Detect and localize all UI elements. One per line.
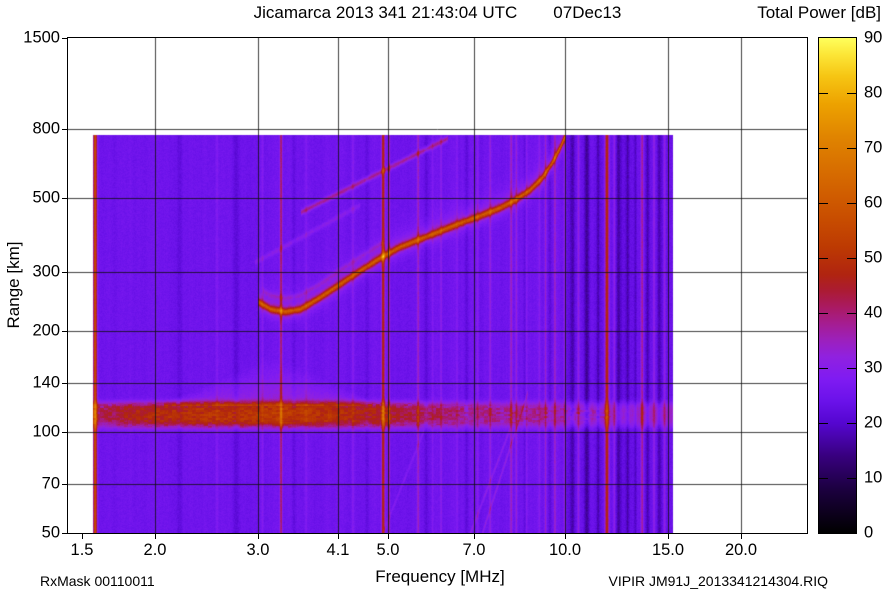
- y-tick-mark: [62, 432, 67, 433]
- y-tick-label: 500: [32, 188, 60, 207]
- plot-date: 07Dec13: [553, 3, 622, 22]
- y-tick-mark: [62, 533, 67, 534]
- colorbar-tick-mark: [819, 203, 828, 204]
- colorbar-tick-mark: [819, 423, 828, 424]
- colorbar-tick-label: 50: [864, 248, 883, 267]
- plot-area: [67, 37, 808, 534]
- colorbar-tick-mark: [847, 203, 856, 204]
- colorbar-tick-mark: [847, 478, 856, 479]
- y-tick-mark: [62, 272, 67, 273]
- x-tick-label: 7.0: [462, 541, 486, 559]
- y-tick-label: 100: [32, 422, 60, 441]
- x-tick-label: 5.0: [376, 541, 400, 559]
- plot-title: Jicamarca 2013 341 21:43:04 UTC: [253, 3, 518, 22]
- x-tick-label: 4.1: [326, 541, 350, 559]
- colorbar-tick-label: 80: [864, 83, 883, 102]
- y-tick-mark: [62, 383, 67, 384]
- y-tick-mark: [62, 38, 67, 39]
- colorbar-tick-mark: [819, 313, 828, 314]
- x-axis-title: Frequency [MHz]: [375, 567, 505, 586]
- colorbar-tick-mark: [847, 93, 856, 94]
- colorbar-tick-mark: [847, 368, 856, 369]
- y-tick-label: 140: [32, 373, 60, 392]
- colorbar-tick-label: 70: [864, 138, 883, 157]
- y-tick-label: 200: [32, 321, 60, 340]
- x-tick-label: 10.0: [548, 541, 582, 559]
- y-tick-mark: [62, 129, 67, 130]
- colorbar-tick-label: 10: [864, 468, 883, 487]
- colorbar-tick-mark: [819, 148, 828, 149]
- x-tick-mark: [741, 534, 742, 539]
- x-tick-mark: [258, 534, 259, 539]
- rx-mask-label: RxMask 00110011: [40, 573, 155, 589]
- ionogram-heatmap-canvas: [68, 38, 807, 533]
- colorbar-tick-mark: [847, 258, 856, 259]
- y-tick-label: 1500: [23, 28, 60, 47]
- x-tick-label: 2.0: [143, 541, 167, 559]
- y-tick-mark: [62, 198, 67, 199]
- data-file-label: VIPIR JM91J_2013341214304.RIQ: [608, 573, 828, 589]
- y-tick-label: 50: [41, 523, 60, 542]
- x-tick-mark: [565, 534, 566, 539]
- x-tick-mark: [668, 534, 669, 539]
- x-tick-label: 20.0: [724, 541, 758, 559]
- colorbar-tick-label: 90: [864, 28, 883, 47]
- x-tick-label: 3.0: [246, 541, 270, 559]
- y-tick-mark: [62, 484, 67, 485]
- x-tick-label: 15.0: [651, 541, 685, 559]
- colorbar-tick-mark: [819, 93, 828, 94]
- x-tick-label: 1.5: [70, 541, 94, 559]
- colorbar-tick-mark: [819, 258, 828, 259]
- y-tick-label: 800: [32, 119, 60, 138]
- x-tick-mark: [82, 534, 83, 539]
- colorbar-tick-label: 40: [864, 303, 883, 322]
- y-axis-title: Range [km]: [4, 241, 23, 329]
- colorbar-tick-mark: [819, 368, 828, 369]
- y-tick-mark: [62, 331, 67, 332]
- colorbar-tick-label: 20: [864, 413, 883, 432]
- colorbar-gradient: [819, 38, 856, 533]
- colorbar-title: Total Power [dB]: [757, 3, 881, 22]
- title-row: Jicamarca 2013 341 21:43:04 UTC 07Dec13: [68, 3, 807, 23]
- colorbar-tick-mark: [819, 478, 828, 479]
- y-tick-label: 300: [32, 262, 60, 281]
- x-tick-mark: [155, 534, 156, 539]
- colorbar-tick-mark: [847, 423, 856, 424]
- y-tick-label: 70: [41, 474, 60, 493]
- colorbar-tick-label: 30: [864, 358, 883, 377]
- x-tick-mark: [338, 534, 339, 539]
- colorbar-tick-label: 60: [864, 193, 883, 212]
- colorbar-tick-mark: [847, 148, 856, 149]
- colorbar: [818, 37, 857, 534]
- x-tick-mark: [388, 534, 389, 539]
- colorbar-tick-mark: [847, 313, 856, 314]
- x-tick-mark: [474, 534, 475, 539]
- colorbar-tick-label: 0: [864, 523, 874, 542]
